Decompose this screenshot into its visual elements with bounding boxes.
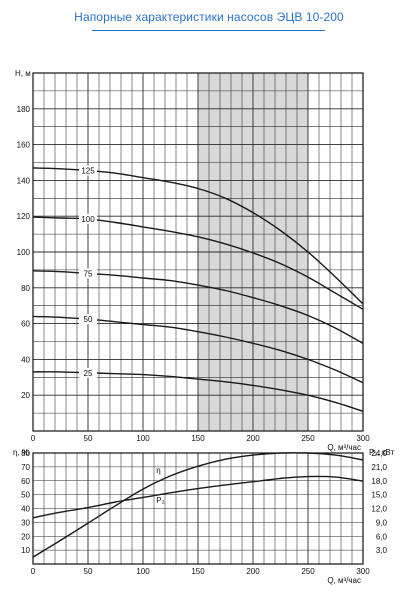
y-tick-label: 40 <box>21 355 30 364</box>
head-curve-label-bg <box>79 213 97 224</box>
efficiency-curve <box>32 452 364 558</box>
power-curve-label: P₂ <box>156 496 164 505</box>
x-axis-label-head: Q, м³/час <box>327 443 361 452</box>
y-tick-label-efficiency: 50 <box>21 491 30 500</box>
y-tick-label-efficiency: 40 <box>21 505 30 514</box>
y-tick-label-efficiency: 20 <box>21 532 30 541</box>
y-tick-label: 100 <box>17 248 31 257</box>
head-curve-label-25: 25 <box>84 369 93 378</box>
y-tick-label-efficiency: 60 <box>21 477 30 486</box>
head-curve-label-50: 50 <box>84 315 93 324</box>
x-tick-label-efficiency: 100 <box>136 567 150 576</box>
plot-frame-head <box>32 72 364 432</box>
x-axis-label-efficiency: Q, м³/час <box>327 576 361 585</box>
head-curve-label-125: 125 <box>81 167 95 176</box>
x-tick-label: 250 <box>301 434 315 443</box>
efficiency-curve-label: η <box>156 466 160 475</box>
y2-tick-label-power: 6,0 <box>376 532 388 541</box>
x-tick-label: 100 <box>136 434 150 443</box>
x-tick-label-efficiency: 50 <box>84 567 93 576</box>
y-tick-label: 180 <box>17 105 31 114</box>
y2-axis-label-power: P₂, кВт <box>369 448 394 457</box>
page-title: Напорные характеристики насосов ЭЦВ 10-2… <box>74 10 344 24</box>
y2-tick-label-power: 18,0 <box>371 477 387 486</box>
y-axis-label-head: H, м <box>15 69 31 78</box>
x-tick-label: 50 <box>84 434 93 443</box>
head-curve-label-bg <box>79 165 97 176</box>
head-curve-label-75: 75 <box>84 269 93 278</box>
power-curve <box>32 475 364 519</box>
y-tick-label-efficiency: 70 <box>21 463 30 472</box>
head-curve-label-bg <box>79 367 97 378</box>
y2-tick-label-power: 3,0 <box>376 546 388 555</box>
x-tick-label: 300 <box>356 434 370 443</box>
x-tick-label: 150 <box>191 434 205 443</box>
y-tick-label-efficiency: 10 <box>21 546 30 555</box>
y2-tick-label-power: 21,0 <box>371 463 387 472</box>
y-tick-label: 140 <box>17 176 31 185</box>
y2-tick-label-power: 15,0 <box>371 491 387 500</box>
y-tick-label: 80 <box>21 284 30 293</box>
x-tick-label: 0 <box>31 434 36 443</box>
y-tick-label-efficiency: 80 <box>21 449 30 458</box>
x-tick-label-efficiency: 250 <box>301 567 315 576</box>
y-tick-label: 20 <box>21 391 30 400</box>
x-tick-label-efficiency: 200 <box>246 567 260 576</box>
head-curve-label-100: 100 <box>81 215 95 224</box>
y-tick-label-efficiency: 30 <box>21 518 30 527</box>
y-tick-label: 120 <box>17 212 31 221</box>
y2-tick-label-power: 12,0 <box>371 505 387 514</box>
head-curve-label-bg <box>79 314 97 325</box>
y-axis-label-efficiency: η, % <box>13 448 29 457</box>
title-underline <box>92 30 325 31</box>
y-tick-label: 160 <box>17 141 31 150</box>
y2-tick-label-power: 24,0 <box>371 449 387 458</box>
x-tick-label-efficiency: 0 <box>31 567 36 576</box>
y-tick-label: 60 <box>21 320 30 329</box>
x-tick-label-efficiency: 150 <box>191 567 205 576</box>
x-tick-label: 200 <box>246 434 260 443</box>
head-curve-label-bg <box>79 268 97 279</box>
x-tick-label-efficiency: 300 <box>356 567 370 576</box>
y2-tick-label-power: 9,0 <box>376 518 388 527</box>
plot-frame-efficiency <box>32 452 364 565</box>
